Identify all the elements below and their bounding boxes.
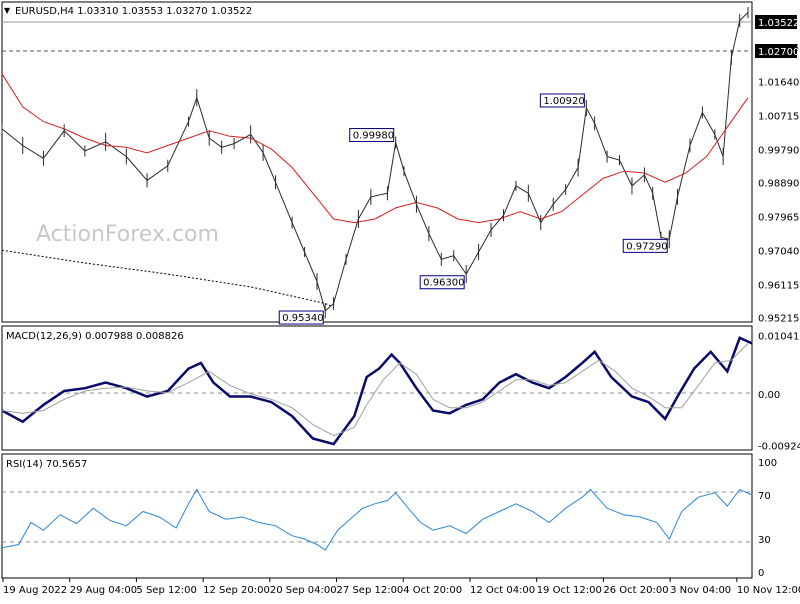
signal-line xyxy=(1,343,749,437)
macd-series-group xyxy=(1,336,753,446)
dotted_ma-line xyxy=(1,249,334,308)
annotation-label: 0.99980 xyxy=(349,128,395,143)
price-y-tick: 0.97040 xyxy=(758,247,799,258)
annotation-text: 0.95340 xyxy=(282,313,323,324)
rsi-panel xyxy=(1,453,753,579)
x-axis-date-label: 19 Aug 2022 xyxy=(3,585,67,596)
x-axis-date-label: 12 Sep 20:00 xyxy=(203,585,270,596)
annotation-text: 1.00920 xyxy=(543,96,584,107)
price-panel xyxy=(1,1,753,323)
x-axis-date-label: 27 Sep 12:00 xyxy=(337,585,404,596)
price-y-tick: 0.99790 xyxy=(758,146,799,157)
annotation-label: 0.97290 xyxy=(622,238,668,253)
price-y-tick: 0.96115 xyxy=(758,281,799,292)
x-axis-date-label: 29 Aug 04:00 xyxy=(70,585,137,596)
x-axis-date-label: 5 Sep 12:00 xyxy=(136,585,196,596)
x-axis-date-label: 26 Oct 20:00 xyxy=(603,585,668,596)
x-axis-date-label: 12 Oct 04:00 xyxy=(470,585,535,596)
macd-label: MACD(12,26,9) 0.007988 0.008826 xyxy=(6,331,184,342)
rsi-series-group xyxy=(1,488,753,551)
symbol-header: EURUSD,H4 1.03310 1.03553 1.03270 1.0352… xyxy=(15,6,252,17)
rsi-y-tick: 0 xyxy=(758,568,764,579)
annotation-text: 0.99980 xyxy=(353,131,394,142)
rsi-label: RSI(14) 70.5657 xyxy=(6,459,87,470)
annotation-label: 0.96300 xyxy=(419,275,465,290)
annotation-text: 0.97290 xyxy=(626,241,667,252)
close-price-tag: 1.03522 xyxy=(755,15,799,29)
rsi-y-tick: 100 xyxy=(758,458,777,469)
watermark: ActionForex.com xyxy=(36,222,219,247)
price-series-group xyxy=(1,6,749,319)
macd-y-tick: 0.00 xyxy=(758,390,780,401)
price-y-tick: 1.00715 xyxy=(758,112,799,123)
annotation-label: 1.00920 xyxy=(539,93,585,108)
red_ma-line xyxy=(1,73,749,224)
annotation-label: 0.95340 xyxy=(278,310,324,325)
macd-y-tick: 0.010415 xyxy=(758,332,800,343)
x-axis-date-label: 19 Oct 12:00 xyxy=(537,585,602,596)
x-axis-date-label: 3 Nov 04:00 xyxy=(670,585,731,596)
macd-y-tick: -0.009244 xyxy=(758,441,800,452)
rsi-y-tick: 30 xyxy=(758,535,771,546)
annotation-text: 0.96300 xyxy=(423,278,464,289)
price-y-tick: 0.95215 xyxy=(758,314,799,325)
annotations-group: 0.99980 0.95340 0.96300 1.00920 0.97290 xyxy=(278,93,668,325)
x-axis-date-label: 20 Sep 04:00 xyxy=(270,585,337,596)
price-y-tick: 1.01640 xyxy=(758,78,799,89)
level-price-tag: 1.02700 xyxy=(755,44,799,58)
collapse-triangle-icon[interactable]: ▼ xyxy=(4,6,11,15)
x-axis-date-label: 4 Oct 20:00 xyxy=(403,585,462,596)
x-axis-date-label: 10 Nov 12:00 xyxy=(737,585,800,596)
level-price-tag-text: 1.02700 xyxy=(758,47,799,58)
x-axis-ticks: 19 Aug 2022 29 Aug 04:00 5 Sep 12:00 12 Sep… xyxy=(2,578,800,596)
rsi-y-tick: 70 xyxy=(758,491,771,502)
macd-panel xyxy=(1,325,753,451)
price-y-tick: 0.98890 xyxy=(758,179,799,190)
rsi-line xyxy=(1,488,753,551)
close-price-tag-text: 1.03522 xyxy=(758,18,799,29)
price-y-tick: 0.97965 xyxy=(758,213,799,224)
y-axis-ticks: 1.025651.016401.007150.997900.988900.979… xyxy=(758,44,800,579)
